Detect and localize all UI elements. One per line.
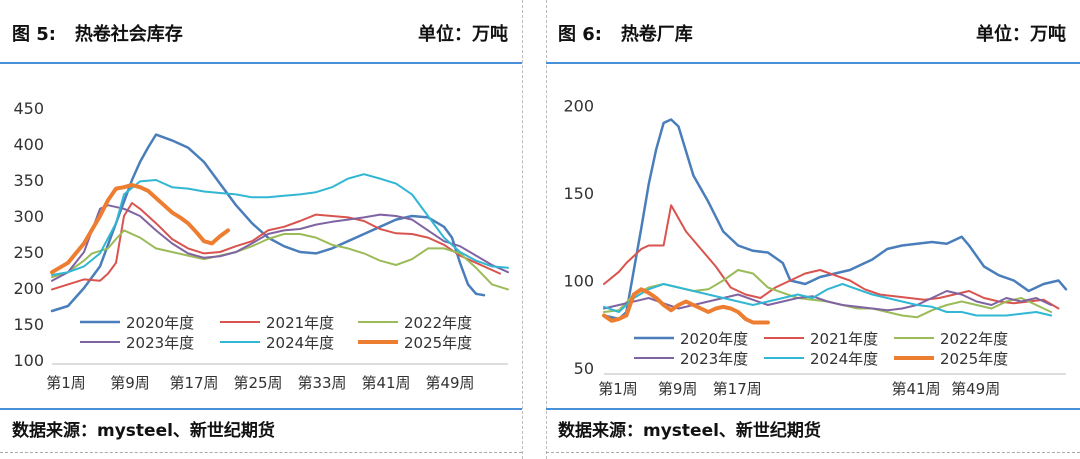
- unit-label: 单位：万吨: [976, 24, 1066, 45]
- legend-label: 2021年度: [266, 314, 334, 332]
- chart-title: 热卷社会库存: [74, 24, 183, 45]
- legend-label: 2023年度: [126, 334, 194, 352]
- unit-label: 单位：万吨: [418, 24, 508, 45]
- legend-label: 2022年度: [404, 314, 472, 332]
- y-tick-label: 450: [13, 99, 44, 118]
- x-tick-label: 第33周: [297, 374, 346, 392]
- legend-label: 2020年度: [680, 330, 748, 348]
- x-tick-label: 第49周: [951, 380, 1000, 398]
- x-tick-label: 第9周: [110, 374, 150, 392]
- series-line: [51, 204, 509, 282]
- y-tick-label: 200: [563, 97, 594, 116]
- y-tick-label: 150: [563, 184, 594, 203]
- y-tick-label: 100: [13, 351, 44, 370]
- legend-label: 2024年度: [810, 350, 878, 368]
- legend-label: 2021年度: [810, 330, 878, 348]
- series-line: [603, 204, 1060, 310]
- header-divider: [546, 62, 1080, 64]
- panel-separator-left: [522, 0, 523, 459]
- footer-divider: [0, 408, 522, 410]
- x-tick-label: 第1周: [46, 374, 86, 392]
- x-tick-label: 第41周: [892, 380, 941, 398]
- panel-header: 图 5: 热卷社会库存 单位：万吨: [0, 14, 522, 50]
- bottom-divider: [0, 452, 522, 453]
- series-line: [603, 290, 1053, 312]
- x-tick-label: 第17周: [713, 380, 762, 398]
- chart-social-inventory: 100 150 200 250 300 350 400 450 第1周 第9周 第17周 第25周 第3…: [13, 99, 509, 392]
- y-tick-label: 150: [13, 315, 44, 334]
- panel-social-inventory: 图 5: 热卷社会库存 单位：万吨 100 150 200 250 300 350 400 4…: [0, 0, 522, 459]
- chart-factory-inventory: 50 100 150 200 第1周 第9周 第17周 第41周 第49周 2020年度 2021年…: [563, 97, 1068, 398]
- chart-title: 热卷厂库: [620, 24, 693, 45]
- footer-divider: [546, 408, 1080, 410]
- legend-label: 2022年度: [940, 330, 1008, 348]
- bottom-divider: [546, 452, 1080, 453]
- y-tick-label: 50: [574, 359, 594, 378]
- series-line: [51, 202, 501, 291]
- legend-label: 2023年度: [680, 350, 748, 368]
- figure-title: 图 6: 热卷厂库: [558, 20, 693, 46]
- panel-factory-inventory: 图 6: 热卷厂库 单位：万吨 50 100 150 200 第1周 第9周 第17周 第41…: [546, 0, 1080, 459]
- figure-label: 图 6:: [558, 24, 602, 45]
- y-tick-label: 200: [13, 279, 44, 298]
- data-source: 数据来源：mysteel、新世纪期货: [558, 421, 821, 441]
- series-line: [50, 133, 486, 313]
- legend-label: 2025年度: [404, 334, 472, 352]
- y-tick-label: 300: [13, 207, 44, 226]
- series-line: [51, 173, 509, 276]
- figure-label: 图 5:: [12, 24, 56, 45]
- y-tick-label: 250: [13, 243, 44, 262]
- panel-separator-right: [546, 0, 547, 459]
- panel-header: 图 6: 热卷厂库 单位：万吨: [546, 14, 1080, 50]
- x-tick-label: 第25周: [233, 374, 282, 392]
- series-line: [603, 283, 1053, 317]
- y-tick-label: 350: [13, 171, 44, 190]
- legend-label: 2025年度: [940, 350, 1008, 368]
- series-line: [50, 183, 230, 275]
- x-tick-label: 第9周: [658, 380, 698, 398]
- data-source: 数据来源：mysteel、新世纪期货: [12, 421, 275, 441]
- header-divider: [0, 62, 522, 64]
- y-tick-label: 100: [563, 272, 594, 291]
- x-tick-label: 第17周: [169, 374, 218, 392]
- legend-label: 2024年度: [266, 334, 334, 352]
- series-line: [602, 287, 770, 325]
- series-line: [602, 118, 1068, 321]
- legend-label: 2020年度: [126, 314, 194, 332]
- y-tick-label: 400: [13, 135, 44, 154]
- x-tick-label: 第41周: [361, 374, 410, 392]
- series-line: [51, 229, 509, 291]
- x-tick-label: 第49周: [425, 374, 474, 392]
- figure-title: 图 5: 热卷社会库存: [12, 20, 183, 46]
- x-tick-label: 第1周: [598, 380, 638, 398]
